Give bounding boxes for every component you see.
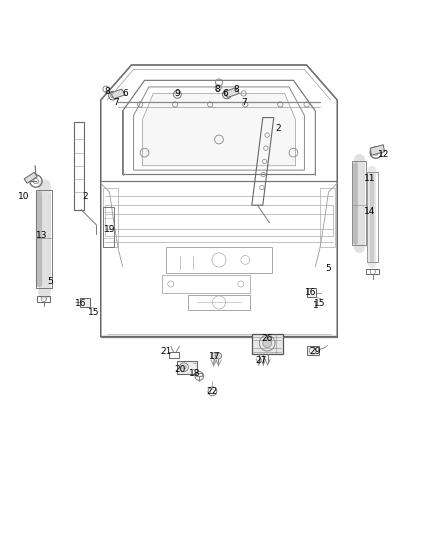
Polygon shape [142, 93, 296, 166]
Polygon shape [252, 334, 283, 354]
Text: 18: 18 [189, 369, 201, 378]
Polygon shape [110, 89, 125, 99]
Text: 2: 2 [83, 192, 88, 201]
Text: 16: 16 [75, 299, 87, 308]
Text: 7: 7 [241, 98, 247, 107]
Text: 16: 16 [305, 288, 317, 297]
Text: 8: 8 [104, 87, 110, 96]
Text: 7: 7 [113, 98, 119, 107]
Polygon shape [224, 88, 239, 98]
Text: 20: 20 [174, 365, 185, 374]
Text: 17: 17 [209, 352, 220, 361]
Text: 9: 9 [174, 89, 180, 98]
Text: 6: 6 [223, 89, 229, 98]
Polygon shape [177, 361, 197, 374]
Text: 12: 12 [378, 150, 389, 159]
Text: 29: 29 [310, 348, 321, 357]
Text: 22: 22 [207, 387, 218, 396]
Text: 26: 26 [261, 334, 273, 343]
Text: 10: 10 [18, 192, 30, 201]
Circle shape [182, 365, 186, 369]
Text: 11: 11 [364, 174, 376, 183]
Text: 8: 8 [233, 85, 240, 94]
Text: 5: 5 [47, 277, 53, 286]
Text: 15: 15 [88, 308, 100, 317]
Text: 27: 27 [255, 356, 266, 365]
Text: 8: 8 [214, 85, 220, 94]
Text: 5: 5 [325, 264, 332, 273]
Polygon shape [196, 373, 202, 376]
Polygon shape [80, 298, 90, 307]
Circle shape [211, 353, 217, 359]
Polygon shape [24, 172, 37, 183]
Text: 21: 21 [161, 348, 172, 357]
Text: 19: 19 [104, 225, 115, 234]
Polygon shape [307, 288, 316, 297]
Polygon shape [307, 346, 319, 355]
Text: 15: 15 [314, 299, 325, 308]
Circle shape [215, 353, 222, 359]
Text: 14: 14 [364, 207, 376, 216]
Text: 2: 2 [276, 124, 281, 133]
Text: 6: 6 [122, 89, 128, 98]
Text: 1: 1 [312, 302, 318, 310]
Text: 13: 13 [36, 231, 47, 240]
Polygon shape [370, 145, 385, 155]
Circle shape [263, 339, 272, 348]
